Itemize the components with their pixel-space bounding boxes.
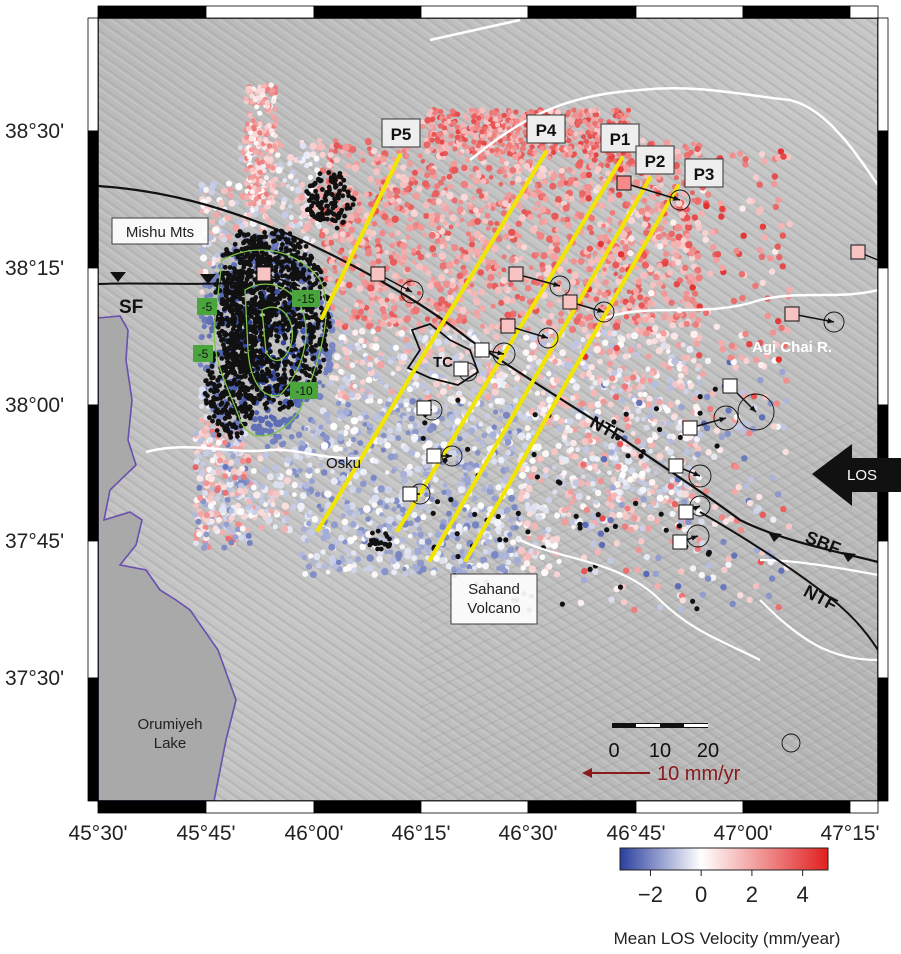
profile-labels: P5 P4 P1 P2 P3	[381, 114, 724, 188]
longitude-tick-label: 46°30'	[498, 822, 557, 845]
profile-label-p1: P1	[600, 123, 640, 153]
gps-station	[682, 405, 739, 436]
longitude-tick-label: 47°00'	[713, 822, 772, 845]
scale-bar: 0 10 20 10 mm/yr	[582, 723, 741, 785]
longitude-tick-label: 45°45'	[176, 822, 235, 845]
sf-label: SF	[119, 297, 143, 318]
profile-label-p3: P3	[684, 158, 724, 188]
orumiyeh-lake	[98, 315, 237, 801]
river-south	[519, 539, 878, 662]
colorbar-tick-label: 0	[695, 882, 707, 907]
colorbar-tick-label: −2	[638, 882, 663, 907]
agi-chai-river	[599, 288, 878, 322]
latitude-tick-label: 38°15'	[5, 257, 64, 280]
gps-station	[784, 306, 845, 333]
gps-station	[850, 244, 878, 261]
mishu-label: Mishu Mts	[126, 224, 194, 241]
gps-station	[474, 342, 516, 366]
lake-label-1: Orumiyeh	[137, 716, 202, 733]
scale-tick-0: 0	[608, 740, 619, 762]
longitude-tick-label: 47°15'	[820, 822, 879, 845]
scale-tick-20: 20	[697, 740, 719, 762]
profile-label-p4: P4	[526, 114, 566, 144]
gps-station	[562, 294, 615, 323]
gps-stations	[256, 175, 878, 753]
colorbar-title: Mean LOS Velocity (mm/year)	[614, 929, 841, 948]
sahand-label-1: Sahand	[468, 581, 520, 598]
gps-station	[672, 524, 710, 550]
lake-label-2: Lake	[154, 735, 187, 752]
profile-p5-line	[320, 153, 402, 320]
longitude-tick-label: 46°15'	[391, 822, 450, 845]
latitude-labels: 38°30' 38°15' 38°00' 37°45' 37°30'	[5, 120, 64, 690]
gps-station	[426, 445, 463, 467]
fault-tc	[406, 322, 480, 386]
contour-label-1: -5	[202, 300, 213, 314]
gps-station	[668, 458, 712, 488]
scale-tick-10: 10	[649, 740, 671, 762]
osku-label: Osku	[326, 455, 361, 472]
gps-station	[370, 266, 424, 304]
profile-p1-line	[396, 156, 624, 532]
gps-station	[500, 318, 559, 349]
gps-station	[678, 495, 711, 520]
gps-station	[508, 266, 571, 297]
tc-label: TC	[433, 354, 453, 371]
fault-sf	[98, 281, 249, 285]
gps-station	[256, 266, 311, 297]
latitude-tick-label: 37°45'	[5, 530, 64, 553]
los-label: LOS	[847, 467, 877, 484]
longitude-labels: 45°30' 45°45' 46°00' 46°15' 46°30' 46°45' 47°0…	[68, 822, 879, 845]
profile-p4-line	[316, 150, 548, 532]
sahand-label-2: Volcano	[467, 600, 520, 617]
gps-station	[402, 483, 431, 505]
colorbar-tick-label: 2	[746, 882, 758, 907]
latitude-tick-label: 38°30'	[5, 120, 64, 143]
colorbar: −2 0 2 4 Mean LOS Velocity (mm/year)	[614, 847, 841, 948]
contour-label-4: -10	[295, 384, 313, 398]
gps-station	[722, 378, 775, 431]
gps-station	[416, 399, 443, 421]
profile-label-p2: P2	[635, 145, 675, 175]
latitude-tick-label: 37°30'	[5, 667, 64, 690]
profile-p2-line	[428, 176, 652, 562]
longitude-tick-label: 46°45'	[606, 822, 665, 845]
profile-label-p5: P5	[381, 118, 421, 148]
fault-ntf-south	[699, 511, 878, 651]
latitude-tick-label: 38°00'	[5, 394, 64, 417]
map-body	[98, 18, 878, 801]
river-west	[145, 446, 361, 460]
map-frame-ticks	[87, 5, 889, 814]
gps-station	[453, 361, 478, 382]
agi-chai-label: Agi Chai R.	[752, 339, 832, 356]
gps-ellipse	[781, 733, 801, 753]
contour-label-3: -15	[297, 292, 315, 306]
gps-station	[616, 175, 691, 211]
colorbar-gradient	[619, 847, 829, 871]
longitude-tick-label: 46°00'	[284, 822, 343, 845]
colorbar-tick-label: 4	[797, 882, 809, 907]
fault-main	[98, 184, 878, 564]
contour-labels: -5 -5 -15 -10	[193, 290, 320, 399]
profile-lines	[316, 150, 680, 562]
longitude-tick-label: 45°30'	[68, 822, 127, 845]
velocity-scale-label: 10 mm/yr	[657, 763, 741, 785]
los-arrow: LOS	[812, 444, 901, 506]
profile-p3-line	[464, 184, 680, 562]
contour-label-2: -5	[198, 347, 209, 361]
